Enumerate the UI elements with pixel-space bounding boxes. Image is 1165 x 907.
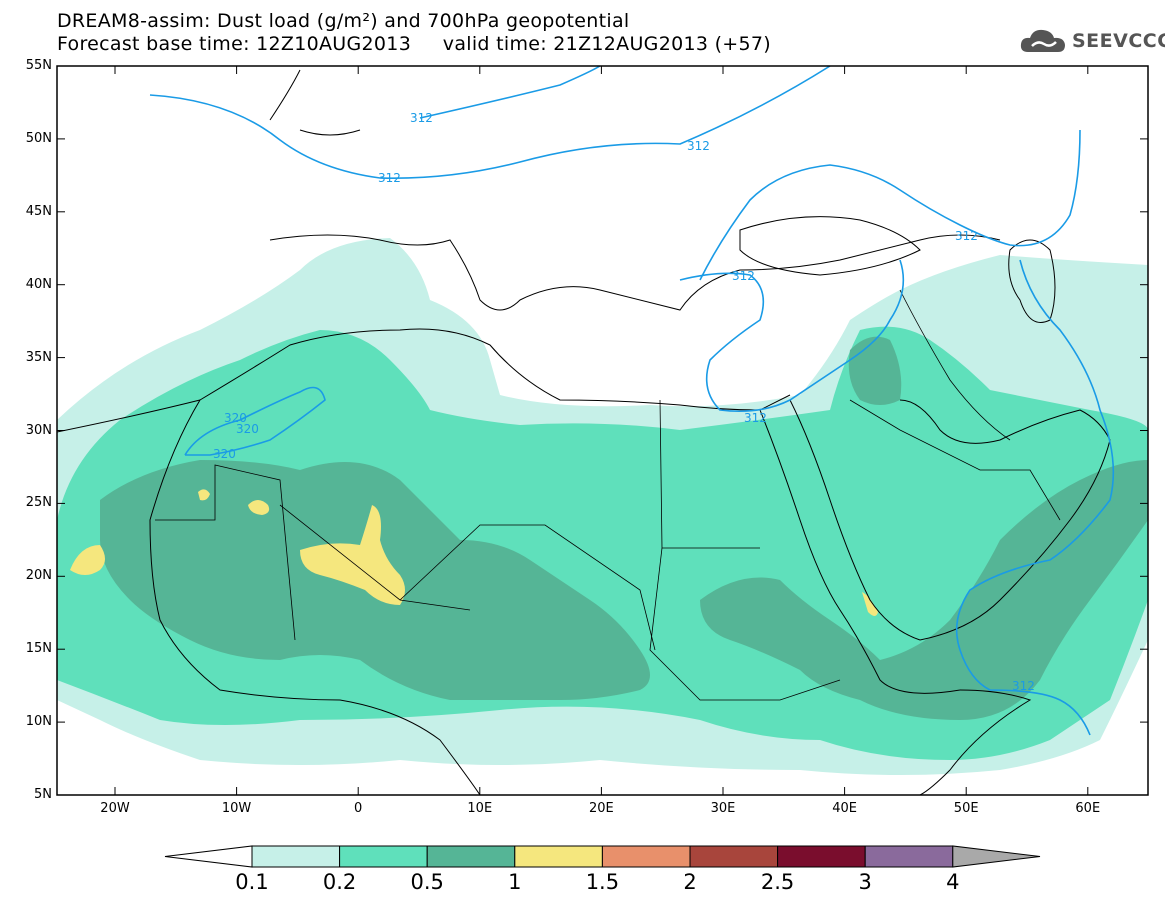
dust-band-1-mali	[300, 505, 405, 605]
map-title-line2: Forecast base time: 12Z10AUG2013 valid t…	[57, 33, 772, 55]
contour-label-312-a: 312	[378, 171, 401, 185]
x-tick-label: 40E	[832, 801, 857, 816]
colorbar-label: 3	[858, 870, 872, 894]
border-niger-chad	[399, 524, 656, 651]
contour-label-312-f: 312	[744, 411, 767, 425]
y-tick-label: 10N	[25, 714, 52, 730]
y-tick-label: 5N	[34, 787, 52, 802]
dust-band-1-redsea	[862, 592, 878, 616]
contour-label-312-g: 312	[1012, 679, 1035, 693]
contour-label-312-b: 312	[687, 139, 710, 153]
colorbar-swatch	[514, 845, 603, 868]
coastline-europe	[269, 234, 1001, 311]
colorbar-swatch	[601, 845, 691, 868]
dust-band-0.5-arabia	[848, 336, 902, 405]
coastline-arabia	[899, 399, 1111, 641]
y-tick-label: 50N	[25, 130, 52, 146]
contour-label-312-d: 312	[955, 229, 978, 243]
border-saudi	[849, 399, 1061, 521]
contour-label-312-c: 312	[410, 111, 433, 125]
colorbar-label: 0.1	[235, 870, 269, 894]
x-tick-label: 10E	[467, 801, 493, 816]
colorbar-label: 2.5	[760, 870, 795, 894]
dust-band-1-sahara2	[198, 489, 210, 501]
coastline-uk	[269, 69, 361, 136]
border-iran-iraq	[899, 289, 1011, 441]
cloud-icon	[1020, 29, 1065, 52]
y-tick-label: 35N	[25, 349, 52, 365]
colorbar-label: 0.5	[410, 870, 444, 894]
y-tick-label: 45N	[25, 203, 52, 219]
x-tick-label: 0	[354, 801, 363, 816]
colorbar-label: 1	[508, 870, 522, 894]
contour-label-320-a: 320	[224, 411, 247, 425]
colorbar-label: 2	[683, 870, 697, 894]
y-tick-label: 15N	[25, 641, 52, 657]
colorbar-label: 0.2	[322, 870, 357, 894]
contour-label-320-c: 320	[213, 447, 236, 461]
y-tick-label: 40N	[25, 276, 52, 292]
geopotential-contour-312-arabia	[955, 259, 1115, 736]
x-tick-label: 10W	[221, 801, 252, 816]
geopotential-contour-312-eastmed	[699, 129, 1081, 281]
border-sudan	[649, 547, 841, 701]
x-tick-label: 20W	[100, 801, 130, 816]
dust-band-0.5-east	[700, 460, 1148, 720]
colorbar-swatch	[426, 845, 516, 868]
geopotential-contour-312-north	[149, 66, 831, 179]
x-tick-label: 20E	[589, 801, 614, 816]
dust-band-1-atlantic	[70, 545, 105, 575]
logo-text: SEEVCCC	[1072, 30, 1165, 52]
dust-band-1-sahara	[248, 500, 270, 515]
x-tick-label: 30E	[710, 801, 736, 816]
colorbar-swatch	[777, 845, 866, 868]
colorbar-over-triangle	[952, 845, 1041, 868]
x-tick-label: 50E	[953, 801, 979, 816]
geopotential-contour-312-europe	[419, 66, 601, 119]
colorbar-swatch	[689, 845, 779, 868]
colorbar-under-triangle	[164, 845, 253, 868]
y-tick-label: 25N	[25, 495, 52, 511]
colorbar-label: 1.5	[585, 870, 620, 894]
coastline-red-sea-east	[789, 399, 921, 641]
colorbar-swatch	[251, 845, 341, 868]
map-title-line1: DREAM8-assim: Dust load (g/m²) and 700hP…	[57, 10, 630, 32]
colorbar-swatch	[864, 845, 954, 868]
colorbar	[164, 845, 1041, 868]
y-tick-label: 30N	[25, 422, 52, 438]
geopotential-contour-312-anatolia	[679, 259, 905, 413]
coastline-black-sea	[739, 216, 921, 276]
contour-label-320-b: 320	[236, 422, 259, 436]
coastline-west-africa	[149, 399, 481, 795]
colorbar-label: 4	[946, 870, 960, 894]
x-tick-label: 60E	[1075, 801, 1101, 816]
colorbar-swatch	[339, 845, 428, 868]
coastline-red-sea-west	[759, 409, 961, 694]
contour-label-312-e: 312	[732, 269, 755, 283]
coastline-horn	[919, 689, 1032, 795]
seevccc-logo: SEEVCCC	[1018, 25, 1165, 57]
geopotential-contour-320-morocco	[184, 386, 326, 456]
y-tick-label: 20N	[25, 568, 52, 584]
y-tick-label: 55N	[25, 58, 52, 73]
